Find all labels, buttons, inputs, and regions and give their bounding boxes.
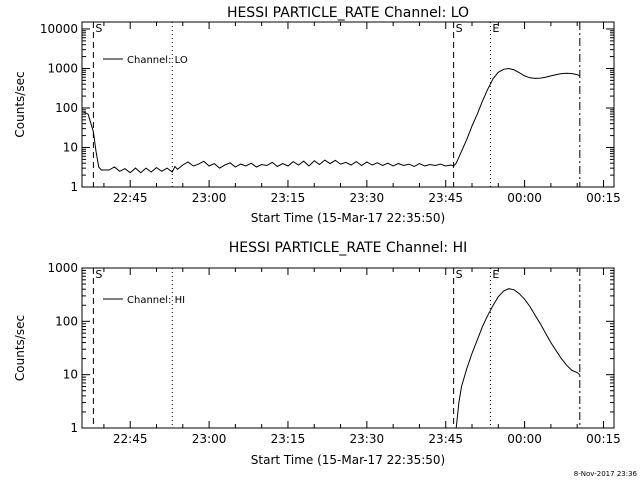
series-line	[82, 67, 581, 174]
x-tick-label: 22:45	[113, 432, 148, 446]
hi-channel-panel: HESSI PARTICLE_RATE Channel: HI 22:45 23:0…	[13, 240, 621, 467]
lo-channel-panel: HESSI PARTICLE_RATE Channel: LO 22:45 23:0…	[13, 5, 621, 225]
x-tick-label: 00:15	[586, 191, 621, 205]
x-tick-label: 23:00	[192, 191, 227, 205]
legend-label: Channel: HI	[127, 295, 185, 306]
x-tick-label: 00:15	[586, 432, 621, 446]
y-tick-label: 10	[63, 368, 78, 382]
y-tick-label: 1	[70, 421, 78, 435]
y-axis-label: Counts/sec	[13, 71, 27, 137]
time-marker-label: S	[95, 22, 102, 35]
x-axis-label: Start Time (15-Mar-17 22:35:50)	[251, 211, 445, 225]
x-axis-label: Start Time (15-Mar-17 22:35:50)	[251, 453, 445, 467]
legend-label: Channel: LO	[127, 55, 188, 66]
time-marker-label: S	[95, 268, 102, 281]
y-tick-label: 10	[63, 140, 78, 154]
x-tick-label: 00:00	[507, 432, 542, 446]
series-line	[455, 288, 581, 429]
x-tick-label: 23:45	[428, 191, 463, 205]
x-tick-label: 23:15	[271, 191, 306, 205]
y-tick-label: 100	[55, 101, 78, 115]
time-marker-label: S	[456, 268, 463, 281]
chart-title: HESSI PARTICLE_RATE Channel: HI	[229, 240, 467, 256]
x-tick-label: 22:45	[113, 191, 148, 205]
x-tick-label: 23:30	[350, 191, 385, 205]
time-marker-label: S	[456, 22, 463, 35]
x-tick-label: 23:45	[428, 432, 463, 446]
x-tick-label: 23:30	[350, 432, 385, 446]
x-tick-label: 23:15	[271, 432, 306, 446]
y-tick-label: 1000	[47, 261, 78, 275]
y-tick-label: 100	[55, 314, 78, 328]
footer-timestamp: 8-Nov-2017 23:36	[574, 470, 638, 478]
y-axis-label: Counts/sec	[13, 315, 27, 381]
time-marker-label: E	[492, 268, 499, 281]
x-tick-label: 00:00	[507, 191, 542, 205]
time-marker-label: E	[492, 22, 499, 35]
x-tick-label: 23:00	[192, 432, 227, 446]
plot-frame	[81, 21, 615, 188]
y-tick-label: 1000	[47, 61, 78, 75]
plot-frame	[81, 267, 615, 429]
chart-title: HESSI PARTICLE_RATE Channel: LO	[227, 5, 469, 21]
y-tick-label: 10000	[40, 22, 78, 36]
y-tick-label: 1	[70, 180, 78, 194]
